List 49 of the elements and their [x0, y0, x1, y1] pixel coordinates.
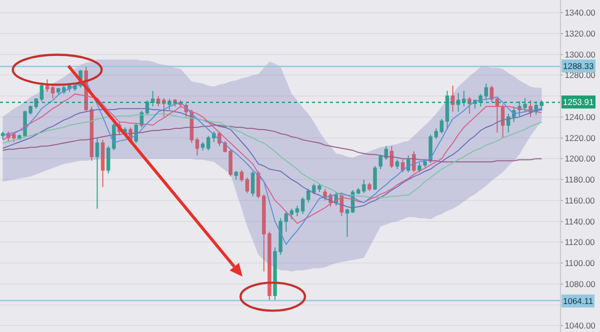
candlestick — [462, 90, 466, 107]
y-tick-label: 1200.00 — [564, 154, 596, 164]
candlestick — [440, 118, 444, 134]
candlestick — [345, 208, 350, 238]
candlestick — [150, 90, 155, 107]
candlestick — [0, 131, 5, 140]
y-tick-label: 1300.00 — [564, 49, 596, 60]
y-tick-label: 1080.00 — [564, 278, 596, 289]
candlestick — [306, 188, 310, 204]
y-tick-label: 1320.00 — [564, 28, 596, 38]
candlestick — [373, 166, 377, 191]
y-tick-label: 1040.00 — [564, 320, 596, 331]
candlestick — [34, 98, 38, 110]
y-tick-label: 1180.00 — [564, 174, 596, 185]
candlestick — [456, 92, 460, 112]
candlestick — [234, 170, 238, 180]
y-tick-label: 1100.00 — [564, 258, 596, 268]
candlestick — [484, 83, 488, 101]
y-tick-label: 1140.00 — [564, 216, 596, 226]
candlestick — [356, 187, 360, 195]
candlestick — [106, 146, 110, 174]
ref-line-label: 1288.33 — [563, 61, 594, 71]
candlestick — [378, 154, 382, 170]
candlestick — [506, 113, 510, 134]
candlestick — [284, 210, 288, 232]
y-tick-label: 1340.00 — [564, 8, 596, 18]
y-tick-label: 1160.00 — [564, 195, 596, 206]
candlestick — [395, 159, 400, 170]
candlestick — [95, 137, 100, 210]
candlestick — [56, 87, 60, 96]
y-tick-label: 1120.00 — [564, 237, 596, 248]
line-series — [2, 80, 542, 245]
y-tick-label: 1240.00 — [564, 112, 596, 122]
candlestick — [290, 208, 294, 220]
candlestick — [250, 170, 255, 197]
candlestick — [418, 162, 422, 173]
y-tick-label: 1220.00 — [564, 132, 596, 143]
candlestick — [295, 205, 300, 217]
candlestick — [362, 179, 366, 194]
candlestick — [434, 128, 438, 140]
candlestick — [445, 90, 450, 130]
candlestick — [206, 135, 210, 151]
ref-line-label: 1064.11 — [563, 296, 594, 306]
candlestick — [428, 134, 432, 164]
candlestick — [200, 141, 205, 151]
line-series — [2, 93, 542, 224]
candlestick — [300, 196, 305, 215]
candlestick — [423, 159, 427, 168]
ref-line-label: 1253.91 — [563, 97, 594, 107]
